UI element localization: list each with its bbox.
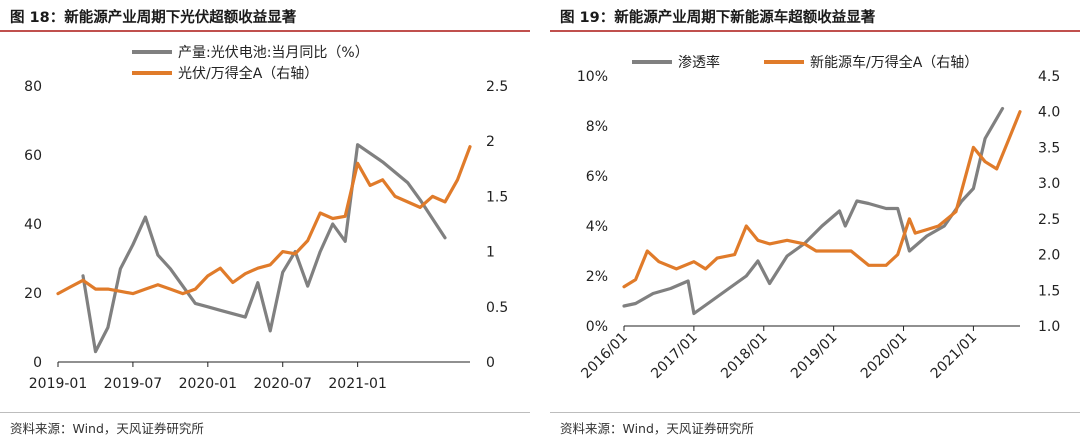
- right-y-right-tick-label: 1.0: [1038, 319, 1060, 335]
- right-chart-panel: 图 19：新能源产业周期下新能源车超额收益显著 0% 2% 4% 6% 8% 10% 1.0…: [550, 0, 1080, 445]
- left-y-right-tick-label: 0: [486, 355, 495, 371]
- right-legend-2-label: 新能源车/万得全A（右轴）: [810, 54, 978, 71]
- right-x-tick-label: 2018/01: [718, 330, 770, 382]
- left-source-note: 资料来源：Wind，天风证券研究所: [10, 421, 204, 436]
- right-x-tick-label: 2017/01: [648, 330, 700, 382]
- left-y-left-tick-label: 60: [24, 148, 42, 164]
- left-x-tick-label: 2020-01: [179, 376, 238, 392]
- right-x-tick-label: 2016/01: [578, 330, 630, 382]
- left-chart-panel: 图 18：新能源产业周期下光伏超额收益显著 0 20 40 60 80 0 0.5 1 1.5 2…: [0, 0, 530, 445]
- right-chart: 0% 2% 4% 6% 8% 10% 1.0 1.5 2.0 2.5 3.0 3.5 4.0 4.5 201…: [577, 54, 1060, 382]
- right-legend-1-label: 渗透率: [678, 54, 720, 71]
- left-series-2-line: [56, 145, 472, 296]
- left-series-1-line: [81, 143, 447, 354]
- right-y-left-tick-label: 0%: [586, 319, 608, 335]
- left-legend-2-label: 光伏/万得全A（右轴）: [178, 65, 318, 82]
- right-y-left-tick-label: 6%: [586, 169, 608, 185]
- right-source-divider: [550, 412, 1080, 413]
- left-legend-1-label: 产量:光伏电池:当月同比（%）: [178, 45, 369, 61]
- left-x-tick-label: 2019-07: [104, 376, 163, 392]
- right-y-right-tick-label: 3.0: [1038, 176, 1060, 192]
- right-series-2-line: [622, 110, 1022, 289]
- right-x-tick-label: 2021/01: [928, 330, 980, 382]
- left-y-right-tick-label: 2.5: [486, 79, 508, 95]
- right-series-1-line: [622, 106, 1005, 316]
- left-chart: 0 20 40 60 80 0 0.5 1 1.5 2 2.5 2019-01 2019-07 2020-…: [24, 45, 508, 392]
- right-y-right-tick-label: 2.0: [1038, 248, 1060, 264]
- left-chart-title: 图 18：新能源产业周期下光伏超额收益显著: [10, 10, 297, 26]
- left-y-right-tick-label: 2: [486, 134, 495, 150]
- left-y-right-tick-label: 1: [486, 245, 495, 261]
- left-y-right-tick-label: 0.5: [486, 300, 508, 316]
- right-y-right-tick-label: 3.5: [1038, 140, 1060, 156]
- right-y-right-tick-label: 2.5: [1038, 212, 1060, 228]
- left-x-tick-label: 2020-07: [253, 376, 312, 392]
- left-x-tick-label: 2019-01: [29, 376, 88, 392]
- right-chart-title: 图 19：新能源产业周期下新能源车超额收益显著: [560, 10, 876, 26]
- right-source-note: 资料来源：Wind，天风证券研究所: [560, 421, 754, 436]
- right-x-tick-label: 2020/01: [858, 330, 910, 382]
- right-y-left-tick-label: 8%: [586, 119, 608, 135]
- right-y-left-tick-label: 4%: [586, 219, 608, 235]
- right-y-right-tick-label: 1.5: [1038, 283, 1060, 299]
- left-source-divider: [0, 412, 530, 413]
- right-y-left-tick-label: 2%: [586, 269, 608, 285]
- right-y-right-tick-label: 4.0: [1038, 105, 1060, 121]
- left-y-left-tick-label: 20: [24, 286, 42, 302]
- left-title-bar: 图 18：新能源产业周期下光伏超额收益显著: [0, 0, 530, 32]
- right-y-right-tick-label: 4.5: [1038, 69, 1060, 85]
- right-x-tick-label: 2019/01: [788, 330, 840, 382]
- left-y-left-tick-label: 80: [24, 79, 42, 95]
- right-y-left-tick-label: 10%: [577, 69, 608, 85]
- left-y-left-tick-label: 0: [33, 355, 42, 371]
- left-y-left-tick-label: 40: [24, 217, 42, 233]
- left-y-right-tick-label: 1.5: [486, 189, 508, 205]
- left-x-tick-label: 2021-01: [328, 376, 387, 392]
- right-title-bar: 图 19：新能源产业周期下新能源车超额收益显著: [550, 0, 1080, 32]
